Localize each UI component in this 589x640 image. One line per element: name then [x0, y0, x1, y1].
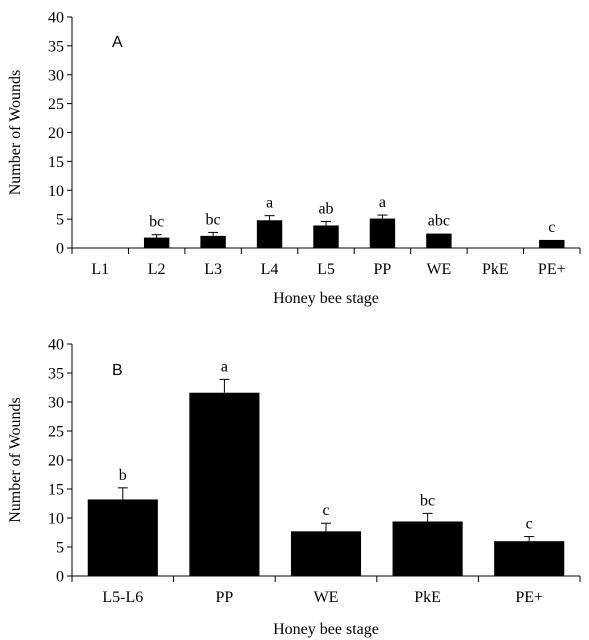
y-tick-label: 40 — [48, 10, 64, 27]
y-tick-label: 25 — [48, 424, 64, 441]
y-tick-label: 10 — [48, 511, 64, 528]
significance-label: bc — [206, 211, 221, 228]
y-tick-label: 35 — [48, 38, 64, 55]
bar-pp — [369, 218, 396, 248]
panel-label: A — [112, 34, 123, 51]
y-axis-title: Number of Wounds — [7, 397, 24, 523]
y-tick-label: 5 — [56, 212, 64, 229]
significance-label: bc — [420, 492, 435, 509]
bar-pke — [392, 521, 463, 576]
y-axis-title: Number of Wounds — [7, 70, 24, 196]
y-tick-label: 35 — [48, 366, 64, 383]
x-tick-label: L5-L6 — [102, 589, 143, 606]
x-axis-title: Honey bee stage — [273, 290, 379, 307]
y-tick-label: 20 — [48, 125, 64, 142]
bar-l4 — [256, 220, 283, 248]
significance-label: c — [526, 516, 533, 533]
x-tick-label: PkE — [482, 261, 509, 278]
significance-label: bc — [149, 214, 164, 231]
significance-label: abc — [428, 213, 450, 230]
significance-label: ab — [318, 200, 333, 217]
significance-label: b — [119, 467, 127, 484]
x-tick-label: WE — [314, 589, 339, 606]
bar-pp — [189, 392, 260, 576]
y-tick-label: 15 — [48, 154, 64, 171]
y-tick-label: 30 — [48, 67, 64, 84]
bar-l3 — [200, 235, 226, 248]
bar-l5 — [313, 225, 339, 248]
significance-label: a — [221, 358, 228, 375]
bar-l5-l6 — [87, 499, 158, 576]
y-tick-label: 15 — [48, 482, 64, 499]
x-tick-label: PkE — [414, 589, 441, 606]
x-tick-label: PE+ — [515, 589, 543, 606]
bar-we — [426, 233, 452, 248]
y-tick-label: 25 — [48, 96, 64, 113]
chart-panel-b: 0 5 10 15 20 25 30 35 40 b L5-L6 a PP c WE bc PkE c PE+ Num… — [7, 337, 581, 638]
x-tick-label: L3 — [204, 261, 222, 278]
x-tick-label: L4 — [261, 261, 279, 278]
significance-label: a — [379, 194, 386, 211]
y-tick-label: 5 — [56, 540, 64, 557]
panel-label: B — [112, 362, 123, 379]
significance-label: c — [548, 219, 555, 236]
bar-pe- — [539, 239, 565, 248]
significance-label: a — [266, 195, 273, 212]
y-tick-label: 30 — [48, 395, 64, 412]
bar-l2 — [143, 237, 170, 248]
x-tick-label: L1 — [91, 261, 109, 278]
x-axis-title: Honey bee stage — [273, 621, 379, 638]
significance-label: c — [322, 502, 329, 519]
x-tick-label: PP — [374, 261, 392, 278]
x-tick-label: L2 — [148, 261, 166, 278]
y-tick-label: 40 — [48, 337, 64, 354]
x-tick-label: PP — [216, 589, 234, 606]
y-tick-label: 0 — [56, 241, 64, 258]
x-tick-label: PE+ — [538, 261, 566, 278]
chart-panel-a: 0 5 10 15 20 25 30 35 40 L1 bc L2 bc L3 a L4 ab L5 a PP abc W… — [7, 10, 581, 307]
x-tick-label: L5 — [317, 261, 335, 278]
bar-pe- — [494, 541, 565, 576]
y-tick-label: 20 — [48, 453, 64, 470]
y-tick-label: 0 — [56, 569, 64, 586]
x-tick-label: WE — [426, 261, 451, 278]
y-tick-label: 10 — [48, 183, 64, 200]
bar-we — [290, 531, 362, 576]
